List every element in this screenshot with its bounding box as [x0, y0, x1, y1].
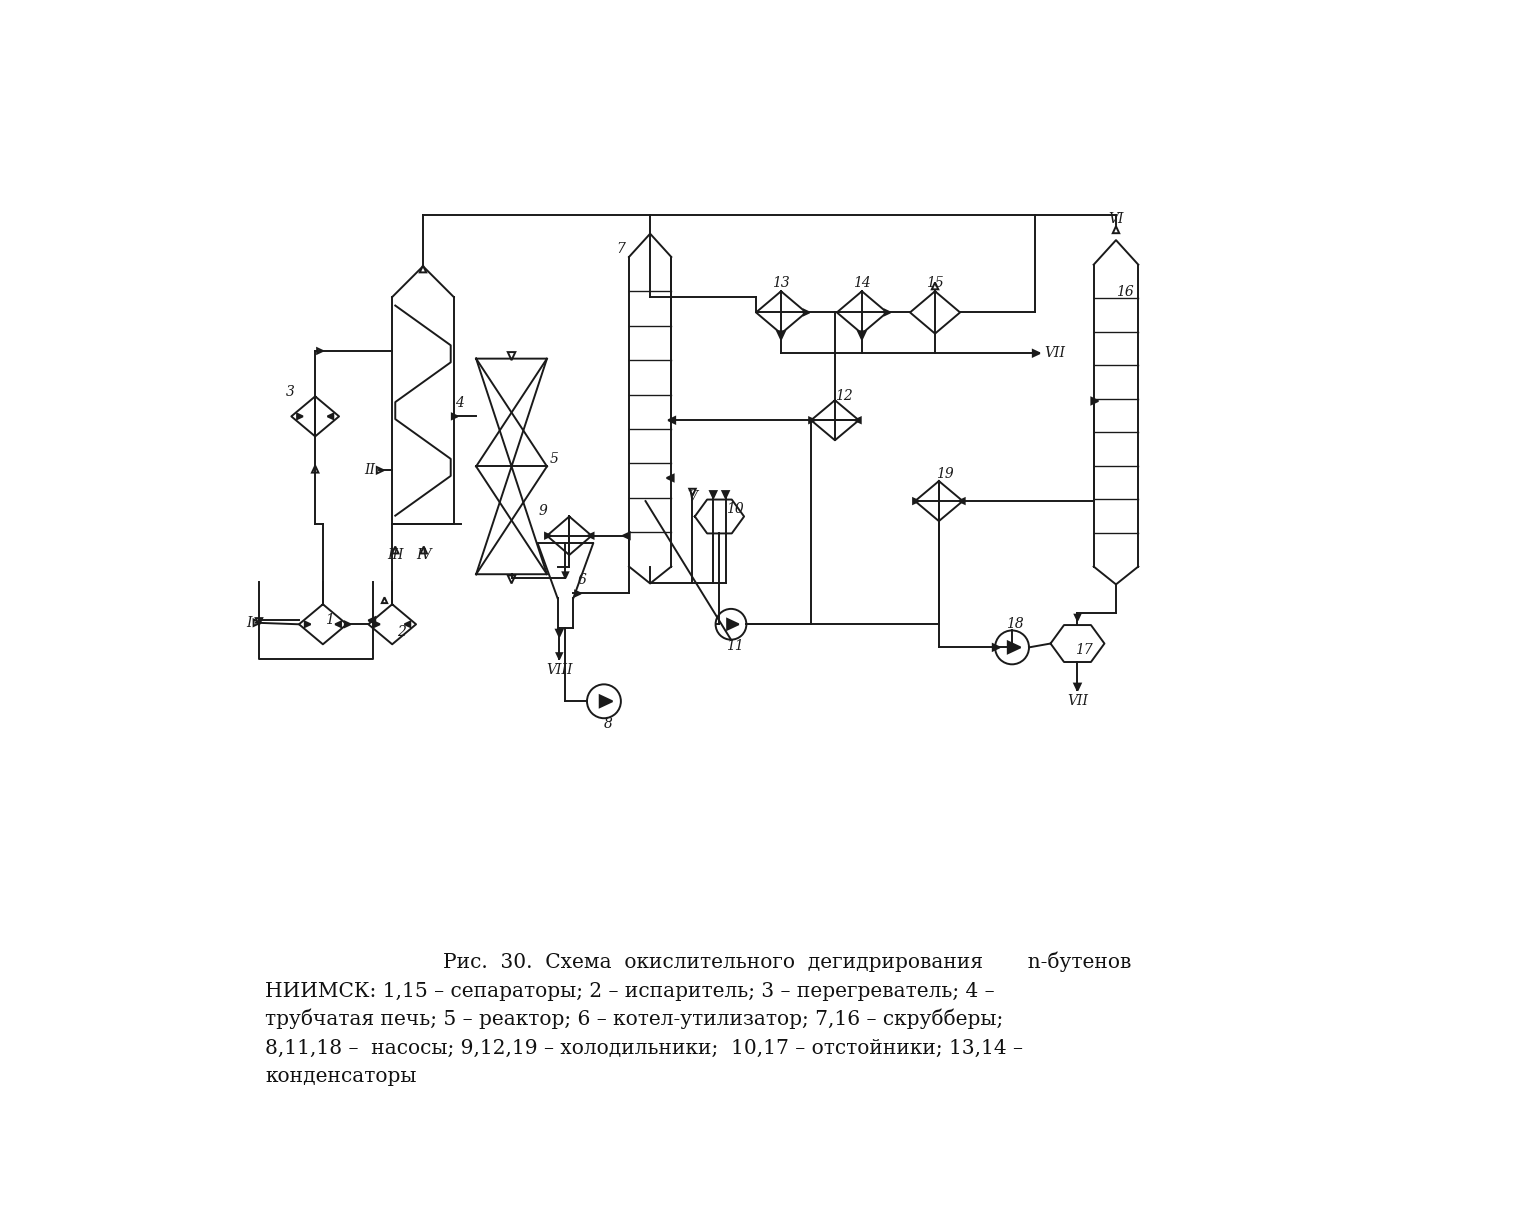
Polygon shape: [809, 417, 816, 424]
Polygon shape: [545, 532, 551, 539]
Text: конденсаторы: конденсаторы: [266, 1067, 416, 1086]
Polygon shape: [346, 622, 350, 627]
Polygon shape: [856, 417, 860, 424]
Polygon shape: [912, 498, 919, 504]
Polygon shape: [316, 349, 323, 354]
Text: 6: 6: [578, 573, 587, 586]
Polygon shape: [1032, 350, 1040, 356]
Text: трубчатая печь; 5 – реактор; 6 – котел-утилизатор; 7,16 – скрубберы;: трубчатая печь; 5 – реактор; 6 – котел-у…: [266, 1009, 1003, 1029]
Text: 19: 19: [935, 468, 954, 481]
Polygon shape: [722, 491, 730, 498]
Polygon shape: [296, 414, 303, 419]
Polygon shape: [803, 310, 809, 315]
Polygon shape: [885, 310, 891, 315]
Text: 3: 3: [286, 384, 295, 399]
Text: Рис.  30.  Схема  окислительного  дегидрирования       n-бутенов: Рис. 30. Схема окислительного дегидриров…: [442, 952, 1132, 972]
Polygon shape: [574, 591, 581, 596]
Polygon shape: [304, 622, 310, 627]
Polygon shape: [556, 654, 562, 659]
Polygon shape: [419, 266, 425, 273]
Text: 2: 2: [396, 625, 406, 639]
Polygon shape: [599, 695, 613, 707]
Polygon shape: [777, 332, 785, 339]
Polygon shape: [1112, 226, 1120, 234]
Polygon shape: [562, 573, 568, 578]
Polygon shape: [376, 468, 384, 474]
Polygon shape: [392, 546, 398, 553]
Polygon shape: [1092, 398, 1098, 404]
Text: V: V: [688, 491, 697, 504]
Polygon shape: [727, 619, 739, 629]
Polygon shape: [690, 488, 696, 496]
Polygon shape: [958, 498, 965, 504]
Text: 8,11,18 –  насосы; 9,12,19 – холодильники;  10,17 – отстойники; 13,14 –: 8,11,18 – насосы; 9,12,19 – холодильники…: [266, 1039, 1023, 1058]
Polygon shape: [421, 546, 427, 553]
Text: 10: 10: [727, 502, 743, 515]
Polygon shape: [667, 475, 674, 481]
Polygon shape: [253, 619, 261, 625]
Text: I: I: [246, 616, 252, 629]
Polygon shape: [992, 644, 1000, 651]
Polygon shape: [452, 414, 458, 419]
Polygon shape: [1074, 683, 1081, 690]
Polygon shape: [375, 622, 379, 627]
Text: VII: VII: [1044, 346, 1066, 360]
Text: 8: 8: [604, 717, 613, 732]
Text: VIII: VIII: [545, 663, 573, 677]
Text: 4: 4: [456, 395, 464, 410]
Polygon shape: [932, 283, 938, 289]
Polygon shape: [859, 332, 866, 339]
Polygon shape: [1008, 641, 1020, 654]
Text: НИИМСК: 1,15 – сепараторы; 2 – испаритель; 3 – перегреватель; 4 –: НИИМСК: 1,15 – сепараторы; 2 – испарител…: [266, 982, 995, 1001]
Polygon shape: [382, 597, 387, 603]
Text: 9: 9: [539, 504, 547, 518]
Polygon shape: [668, 417, 676, 424]
Text: 15: 15: [926, 277, 945, 290]
Text: 12: 12: [836, 388, 852, 403]
Polygon shape: [335, 622, 341, 627]
Polygon shape: [369, 617, 375, 624]
Polygon shape: [508, 353, 515, 360]
Polygon shape: [556, 629, 562, 636]
Text: VI: VI: [1109, 212, 1124, 225]
Text: 1: 1: [324, 613, 333, 628]
Text: IV: IV: [416, 548, 432, 562]
Text: 16: 16: [1117, 285, 1134, 299]
Text: VII: VII: [1068, 694, 1087, 709]
Polygon shape: [257, 618, 263, 625]
Polygon shape: [622, 532, 630, 539]
Polygon shape: [588, 532, 593, 539]
Text: 11: 11: [727, 639, 743, 652]
Text: 14: 14: [852, 277, 871, 290]
Text: 5: 5: [550, 452, 558, 465]
Text: 7: 7: [616, 242, 625, 256]
Polygon shape: [327, 414, 333, 419]
Polygon shape: [404, 622, 410, 627]
Text: III: III: [387, 548, 404, 562]
Polygon shape: [1075, 614, 1080, 621]
Polygon shape: [312, 465, 318, 472]
Polygon shape: [508, 575, 515, 584]
Text: 17: 17: [1075, 643, 1092, 657]
Text: 18: 18: [1006, 617, 1025, 632]
Polygon shape: [710, 491, 716, 498]
Text: 13: 13: [773, 277, 790, 290]
Text: II: II: [364, 463, 375, 477]
